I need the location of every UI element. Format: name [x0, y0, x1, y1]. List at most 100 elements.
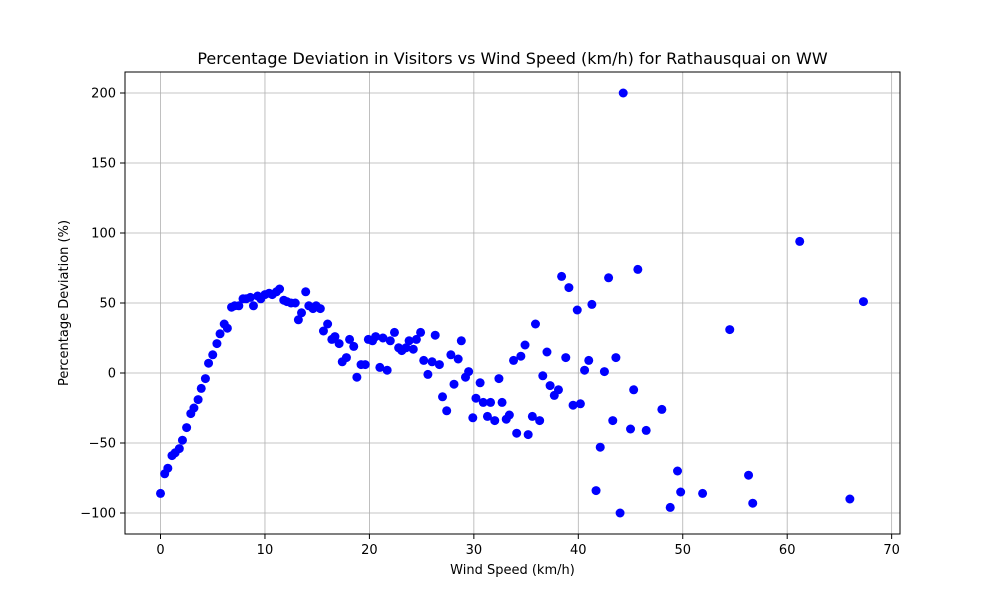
data-point	[438, 392, 448, 402]
data-point	[535, 416, 545, 426]
axis-ticks: 0 10 20 30 40 50 60 70 −100 −50 0 50 100 150 200	[80, 87, 900, 559]
data-point	[245, 292, 255, 302]
data-point	[318, 326, 328, 336]
x-tick-label: 0	[156, 543, 164, 558]
data-point	[423, 369, 433, 379]
data-point	[177, 435, 187, 445]
data-point	[564, 283, 574, 293]
data-point	[456, 336, 466, 346]
data-point	[360, 360, 370, 370]
x-tick-label: 60	[779, 543, 796, 558]
data-point	[599, 367, 609, 377]
data-point	[174, 444, 184, 454]
data-point	[633, 264, 643, 274]
data-point	[378, 333, 388, 343]
data-point	[193, 395, 203, 405]
x-tick-label: 40	[570, 543, 587, 558]
data-point	[538, 371, 548, 381]
data-point	[315, 304, 325, 314]
data-point	[584, 355, 594, 365]
data-points	[156, 88, 868, 518]
data-point	[561, 353, 571, 363]
data-point	[725, 325, 735, 335]
data-point	[626, 424, 636, 434]
data-point	[568, 400, 578, 410]
data-point	[163, 463, 173, 473]
data-point	[275, 284, 285, 294]
data-point	[676, 487, 686, 497]
data-point	[748, 498, 758, 508]
data-point	[416, 327, 426, 337]
data-point	[330, 332, 340, 342]
y-tick-label: 100	[91, 227, 116, 242]
data-point	[553, 385, 563, 395]
data-point	[189, 403, 199, 413]
data-point	[520, 340, 530, 350]
data-point	[504, 410, 514, 420]
data-point	[641, 425, 651, 435]
data-point	[673, 466, 683, 476]
data-point	[530, 319, 540, 329]
data-point	[471, 393, 481, 403]
data-point	[453, 354, 463, 364]
data-point	[419, 355, 429, 365]
x-axis-label: Wind Speed (km/h)	[450, 563, 575, 578]
data-point	[345, 334, 355, 344]
data-point	[371, 332, 381, 342]
data-point	[527, 411, 537, 421]
data-point	[523, 430, 533, 440]
data-point	[349, 341, 359, 351]
data-point	[446, 350, 456, 360]
data-point	[297, 308, 307, 318]
data-point	[516, 351, 526, 361]
data-point	[545, 381, 555, 391]
data-point	[611, 353, 621, 363]
data-point	[657, 404, 667, 414]
data-point	[744, 470, 754, 480]
data-point	[430, 330, 440, 340]
y-tick-label: −50	[89, 437, 116, 452]
data-point	[352, 372, 362, 382]
data-point	[608, 416, 618, 426]
data-point	[449, 379, 459, 389]
data-point	[580, 365, 590, 375]
data-point	[490, 416, 500, 426]
y-tick-label: 0	[108, 367, 116, 382]
data-point	[497, 397, 507, 407]
data-point	[156, 488, 166, 498]
data-point	[604, 273, 614, 283]
x-tick-label: 50	[674, 543, 691, 558]
y-tick-label: 150	[91, 157, 116, 172]
data-point	[290, 298, 300, 308]
data-point	[385, 336, 395, 346]
data-point	[468, 413, 478, 423]
data-point	[595, 442, 605, 452]
data-point	[408, 344, 418, 354]
data-point	[557, 271, 567, 281]
data-point	[382, 365, 392, 375]
data-point	[334, 339, 344, 349]
data-point	[618, 88, 628, 98]
data-point	[486, 397, 496, 407]
data-point	[427, 357, 437, 367]
data-point	[509, 355, 519, 365]
data-point	[204, 358, 214, 368]
data-point	[196, 383, 206, 393]
data-point	[411, 334, 421, 344]
y-tick-label: 50	[99, 297, 116, 312]
data-point	[208, 350, 218, 360]
data-point	[215, 329, 225, 339]
x-tick-label: 20	[361, 543, 378, 558]
data-point	[478, 397, 488, 407]
data-point	[293, 315, 303, 325]
data-point	[512, 428, 522, 438]
data-point	[234, 301, 244, 311]
chart-title: Percentage Deviation in Visitors vs Wind…	[197, 49, 827, 68]
data-point	[482, 411, 492, 421]
data-point	[404, 336, 414, 346]
data-point	[212, 339, 222, 349]
data-point	[795, 236, 805, 246]
data-point	[858, 297, 868, 307]
